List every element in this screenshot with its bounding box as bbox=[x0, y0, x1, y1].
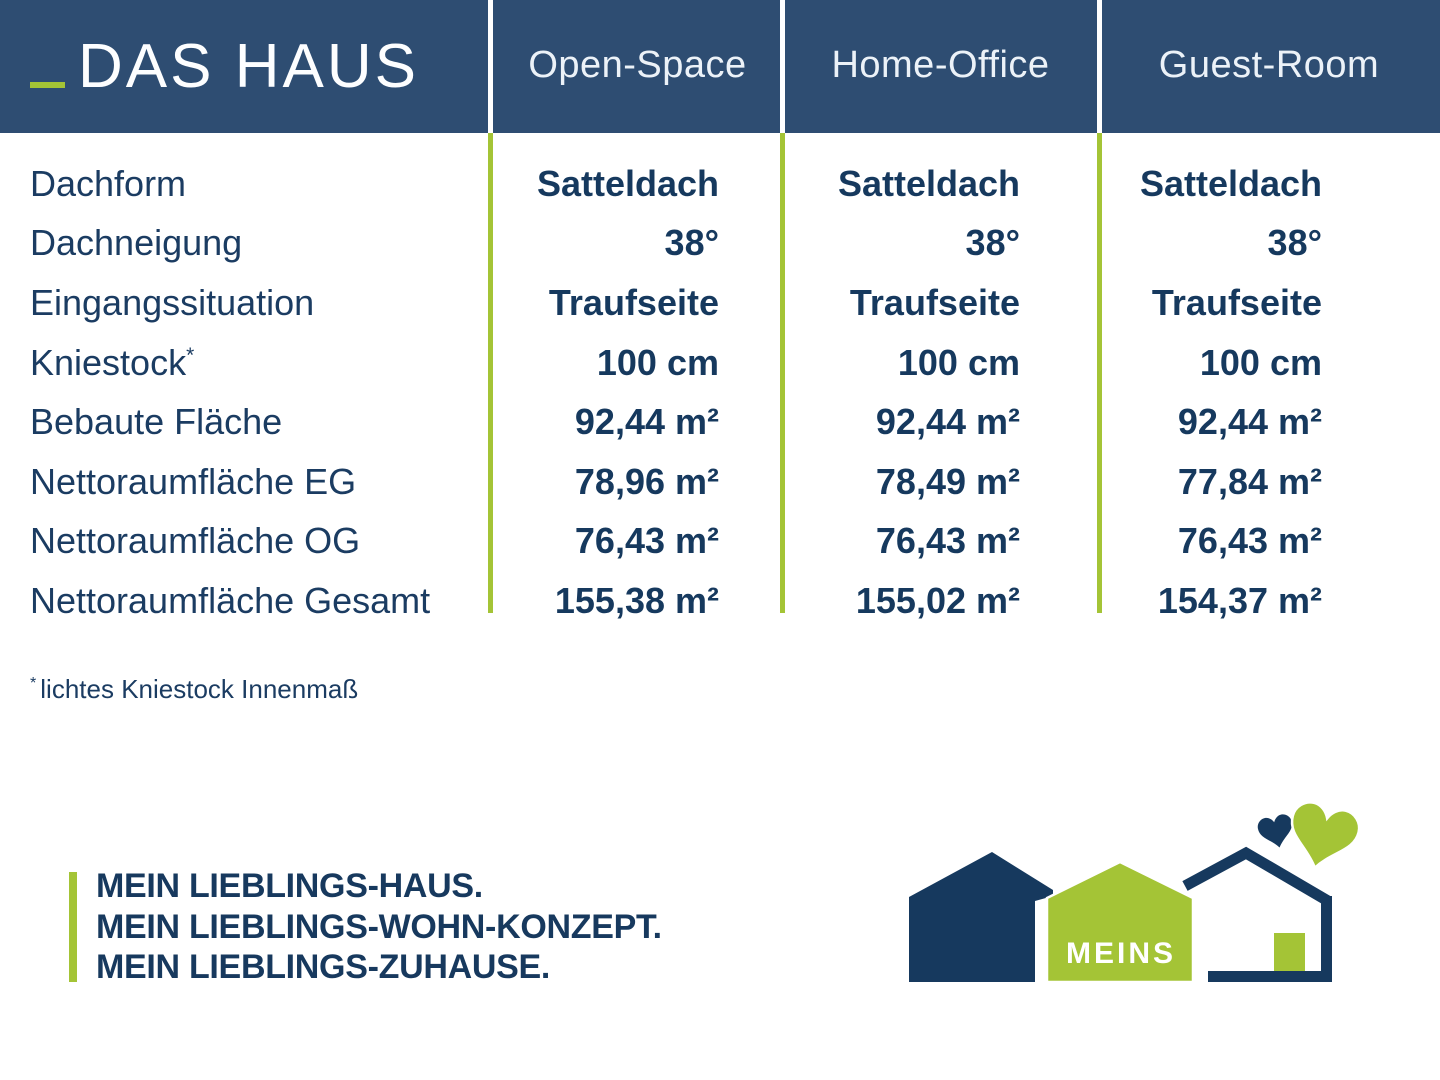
row-label: Nettoraumfläche EG bbox=[0, 461, 492, 503]
value-open-space: 76,43 m² bbox=[574, 520, 719, 562]
slogan-line-1: MEIN LIEBLINGS-HAUS. bbox=[96, 867, 483, 905]
header-divider-3 bbox=[1097, 0, 1102, 133]
row-label-text: Nettoraumfläche Gesamt bbox=[30, 579, 431, 621]
row-label-text: Dachneigung bbox=[30, 222, 243, 264]
slogan-line-3: MEIN LIEBLINGS-ZUHAUSE. bbox=[96, 948, 550, 987]
row-label: Dachform bbox=[0, 163, 492, 205]
table-row-nettoraumflaeche-og: Nettoraumfläche OG 76,43 m² 76,43 m² 76,… bbox=[0, 512, 1440, 572]
footnote-asterisk: * bbox=[30, 674, 37, 693]
value-guest-room: 76,43 m² bbox=[1177, 520, 1322, 562]
value-guest-room: 77,84 m² bbox=[1177, 460, 1322, 502]
value-home-office: 78,49 m² bbox=[875, 460, 1020, 502]
meins-label: MEINS bbox=[1066, 937, 1176, 970]
value-open-space: Traufseite bbox=[548, 281, 719, 323]
header-divider-2 bbox=[780, 0, 785, 133]
header-divider-1 bbox=[488, 0, 493, 133]
logo-house-meins-icon bbox=[1045, 860, 1195, 984]
row-label-text: Nettoraumfläche EG bbox=[30, 460, 357, 502]
value-guest-room: 38° bbox=[1267, 222, 1322, 264]
row-label-text: Dachform bbox=[30, 162, 187, 204]
table-row-nettoraumflaeche-gesamt: Nettoraumfläche Gesamt 155,38 m² 155,02 … bbox=[0, 571, 1440, 631]
footnote: * lichtes Kniestock Innenmaß bbox=[30, 674, 358, 705]
table-row-dachneigung: Dachneigung 38° 38° 38° bbox=[0, 214, 1440, 274]
row-label: Nettoraumfläche OG bbox=[0, 520, 492, 562]
value-home-office: Satteldach bbox=[837, 162, 1020, 204]
logo-house-solid-icon bbox=[909, 852, 1053, 982]
table-row-dachform: Dachform Satteldach Satteldach Satteldac… bbox=[0, 154, 1440, 214]
value-home-office: 38° bbox=[965, 222, 1020, 264]
row-label: Eingangssituation bbox=[0, 282, 492, 324]
value-open-space: 38° bbox=[664, 222, 719, 264]
table-row-kniestock: Kniestock* 100 cm 100 cm 100 cm bbox=[0, 333, 1440, 393]
value-home-office: 92,44 m² bbox=[875, 401, 1020, 443]
logo-door-icon bbox=[1274, 933, 1305, 972]
footnote-text: lichtes Kniestock Innenmaß bbox=[40, 674, 359, 704]
page-title-text: DAS HAUS bbox=[78, 32, 419, 101]
row-label: Kniestock* bbox=[0, 342, 492, 384]
value-open-space: Satteldach bbox=[536, 162, 719, 204]
logo-heart-large-icon bbox=[1290, 801, 1361, 870]
value-open-space: 92,44 m² bbox=[574, 401, 719, 443]
logo-house-outline-icon bbox=[1180, 841, 1334, 982]
meins-logo: MEINS bbox=[909, 801, 1361, 984]
table-divider-2 bbox=[780, 133, 785, 613]
slogan-accent-bar bbox=[69, 872, 77, 982]
row-label: Nettoraumfläche Gesamt bbox=[0, 580, 492, 622]
value-home-office: Traufseite bbox=[849, 281, 1020, 323]
column-header-guest-room: Guest-Room bbox=[1158, 44, 1380, 86]
table-divider-1 bbox=[488, 133, 493, 613]
header-band: DAS HAUS Open-Space Home-Office Guest-Ro… bbox=[0, 0, 1440, 133]
value-guest-room: 100 cm bbox=[1199, 341, 1322, 383]
slogan-line-2: MEIN LIEBLINGS-WOHN-KONZEPT. bbox=[96, 907, 662, 946]
table-row-eingangssituation: Eingangssituation Traufseite Traufseite … bbox=[0, 273, 1440, 333]
logo-heart-small-icon bbox=[1257, 814, 1292, 848]
slogan: MEIN LIEBLINGS-HAUS. MEIN LIEBLINGS-WOHN… bbox=[96, 866, 662, 988]
value-home-office: 100 cm bbox=[897, 341, 1020, 383]
value-guest-room: 92,44 m² bbox=[1177, 401, 1322, 443]
value-home-office: 76,43 m² bbox=[875, 520, 1020, 562]
row-label-sup: * bbox=[186, 343, 195, 367]
page-title: DAS HAUS bbox=[30, 0, 419, 133]
column-header-open-space: Open-Space bbox=[528, 44, 747, 86]
value-home-office: 155,02 m² bbox=[855, 579, 1020, 621]
table-row-bebaute-flaeche: Bebaute Fläche 92,44 m² 92,44 m² 92,44 m… bbox=[0, 392, 1440, 452]
value-guest-room: 154,37 m² bbox=[1157, 579, 1322, 621]
table-row-nettoraumflaeche-eg: Nettoraumfläche EG 78,96 m² 78,49 m² 77,… bbox=[0, 452, 1440, 512]
row-label-text: Eingangssituation bbox=[30, 281, 315, 323]
value-open-space: 78,96 m² bbox=[574, 460, 719, 502]
row-label: Dachneigung bbox=[0, 222, 492, 264]
table-divider-3 bbox=[1097, 133, 1102, 613]
value-open-space: 155,38 m² bbox=[554, 579, 719, 621]
value-guest-room: Traufseite bbox=[1151, 281, 1322, 323]
row-label-text: Bebaute Fläche bbox=[30, 401, 283, 443]
value-guest-room: Satteldach bbox=[1139, 162, 1322, 204]
row-label-text: Kniestock bbox=[30, 341, 187, 383]
title-underscore bbox=[30, 82, 65, 88]
row-label-text: Nettoraumfläche OG bbox=[30, 520, 361, 562]
row-label: Bebaute Fläche bbox=[0, 401, 492, 443]
column-header-home-office: Home-Office bbox=[831, 44, 1050, 86]
spec-table: Dachform Satteldach Satteldach Satteldac… bbox=[0, 154, 1440, 631]
value-open-space: 100 cm bbox=[596, 341, 719, 383]
